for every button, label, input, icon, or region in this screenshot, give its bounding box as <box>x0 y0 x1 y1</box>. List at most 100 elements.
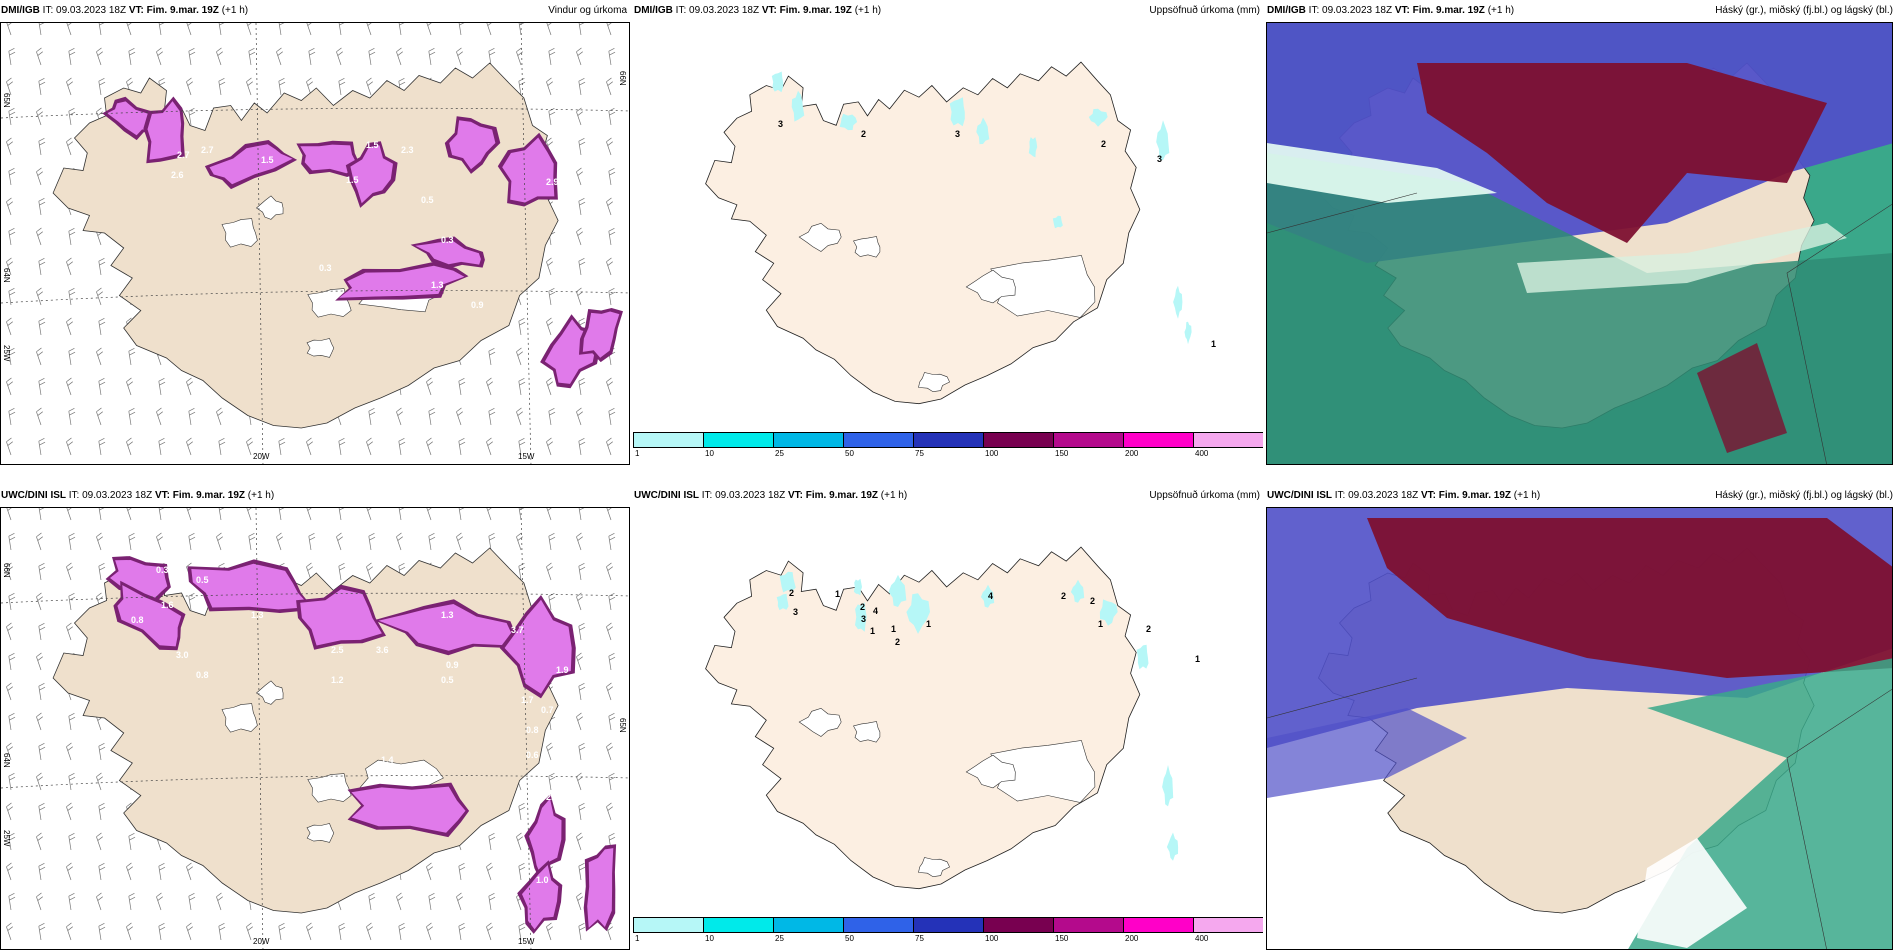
it-label: IT: <box>68 490 80 501</box>
accum-labels: 3 2 3 2 3 1 <box>778 119 1216 349</box>
colorbar-tick: 400 <box>1195 934 1209 943</box>
wind-barb <box>516 532 523 551</box>
precip-value: 0.5 <box>441 675 454 685</box>
lead-time: (+1 h) <box>221 5 249 16</box>
accum-value: 1 <box>926 619 931 629</box>
wind-barb <box>486 508 493 521</box>
vt-label: VT: <box>128 5 144 16</box>
wind-barb <box>38 77 46 96</box>
wind-barb <box>156 892 163 911</box>
accum-value: 2 <box>860 602 865 612</box>
clear-band <box>1517 223 1847 293</box>
wind-barb <box>366 437 373 456</box>
precip-value: 0.8 <box>131 615 144 625</box>
glacier <box>918 857 950 878</box>
glacier <box>798 707 842 737</box>
accum-area <box>1088 108 1108 127</box>
wind-barb <box>428 892 436 911</box>
wind-barb <box>8 107 16 126</box>
wind-barb <box>546 377 553 396</box>
wind-barb <box>518 437 526 456</box>
wind-barb <box>158 377 166 396</box>
wind-barb <box>278 437 286 456</box>
wind-barb <box>36 652 43 671</box>
precip-value: 1.3 <box>431 280 444 290</box>
wind-barb <box>576 892 583 911</box>
wind-barb <box>606 508 613 521</box>
wind-barb <box>8 347 16 366</box>
colorbar-tick: 25 <box>775 449 784 458</box>
wind-barb <box>156 407 163 426</box>
accum-value: 2 <box>861 129 866 139</box>
map-accum-precip[interactable]: 3 2 3 2 3 1 <box>633 22 1263 434</box>
wind-barb <box>338 922 346 941</box>
wind-barb <box>518 802 526 821</box>
wind-barb <box>68 287 76 306</box>
wind-barb <box>128 892 136 911</box>
map-clouds[interactable] <box>1266 507 1893 950</box>
wind-barb <box>576 167 583 186</box>
accum-value: 3 <box>778 119 783 129</box>
wind-barb <box>186 437 193 456</box>
wind-barb <box>126 508 133 521</box>
glacier <box>256 680 284 705</box>
wind-barb <box>186 862 193 881</box>
colorbar-tick: 100 <box>985 449 999 458</box>
accum-area <box>839 113 858 131</box>
lat-label: 65N <box>618 718 627 733</box>
it-label: IT: <box>1334 490 1346 501</box>
glacier <box>306 338 335 358</box>
wind-barb <box>608 227 616 246</box>
wind-barb <box>98 257 106 276</box>
lat-label: 25W <box>2 345 11 362</box>
wind-barb <box>38 622 46 641</box>
wind-barb <box>576 592 583 611</box>
wind-barb <box>36 592 43 611</box>
precip-value: 1.3 <box>441 610 454 620</box>
colorbar-tick: 10 <box>705 934 714 943</box>
glacier <box>221 703 258 733</box>
wind-barb <box>6 257 13 276</box>
wind-barb <box>338 77 346 96</box>
wind-barb <box>486 437 493 456</box>
precip-inner <box>117 585 182 647</box>
lat-label: 64N <box>2 753 11 768</box>
accum-value: 3 <box>861 614 866 624</box>
vt-label: VT: <box>761 5 777 16</box>
wind-barb <box>6 682 13 701</box>
wind-barb <box>96 407 103 426</box>
panel-title: Vindur og úrkoma <box>548 5 627 16</box>
glacier <box>256 195 284 220</box>
wind-barb <box>66 862 73 881</box>
wind-barb <box>38 437 46 456</box>
accum-area <box>1173 285 1183 319</box>
wind-barb <box>38 742 46 761</box>
wind-barb <box>518 77 526 96</box>
wind-barb <box>428 47 436 66</box>
wind-barb <box>606 77 613 96</box>
lon-label: 20W <box>253 937 270 946</box>
wind-barb <box>186 77 193 96</box>
wind-barb <box>396 47 403 66</box>
wind-barb <box>308 47 316 66</box>
wind-barb <box>68 532 76 551</box>
wind-barb <box>608 652 616 671</box>
wind-barb <box>38 682 46 701</box>
wind-barb <box>98 562 106 581</box>
precip-value: 2.3 <box>401 145 414 155</box>
lon-line <box>255 23 264 464</box>
wind-barb <box>8 167 16 186</box>
wind-barb <box>546 257 553 276</box>
panel-accum-uwc: UWC/DINI ISL IT: 09.03.2023 18Z VT: Fim.… <box>633 485 1263 950</box>
map-wind-precip[interactable]: 2.7 2.6 2.7 1.5 1.5 2.3 1.5 2.9 0.5 0.3 0.3 0.9 1.3 0… <box>0 22 630 465</box>
wind-barb <box>398 922 406 941</box>
wind-barb <box>96 532 103 551</box>
map-wind-precip[interactable]: 0.3 0.5 1.6 0.8 3.0 0.8 1.3 2.5 3.6 1.3 1.2 0.5 0.9 3… <box>0 507 630 950</box>
map-clouds[interactable] <box>1266 22 1893 465</box>
panel-title: Háský (gr.), miðský (fj.bl.) og lágský (… <box>1715 490 1893 501</box>
accum-value: 1 <box>870 626 875 636</box>
accum-area <box>1166 832 1179 861</box>
accum-areas <box>776 571 1179 861</box>
